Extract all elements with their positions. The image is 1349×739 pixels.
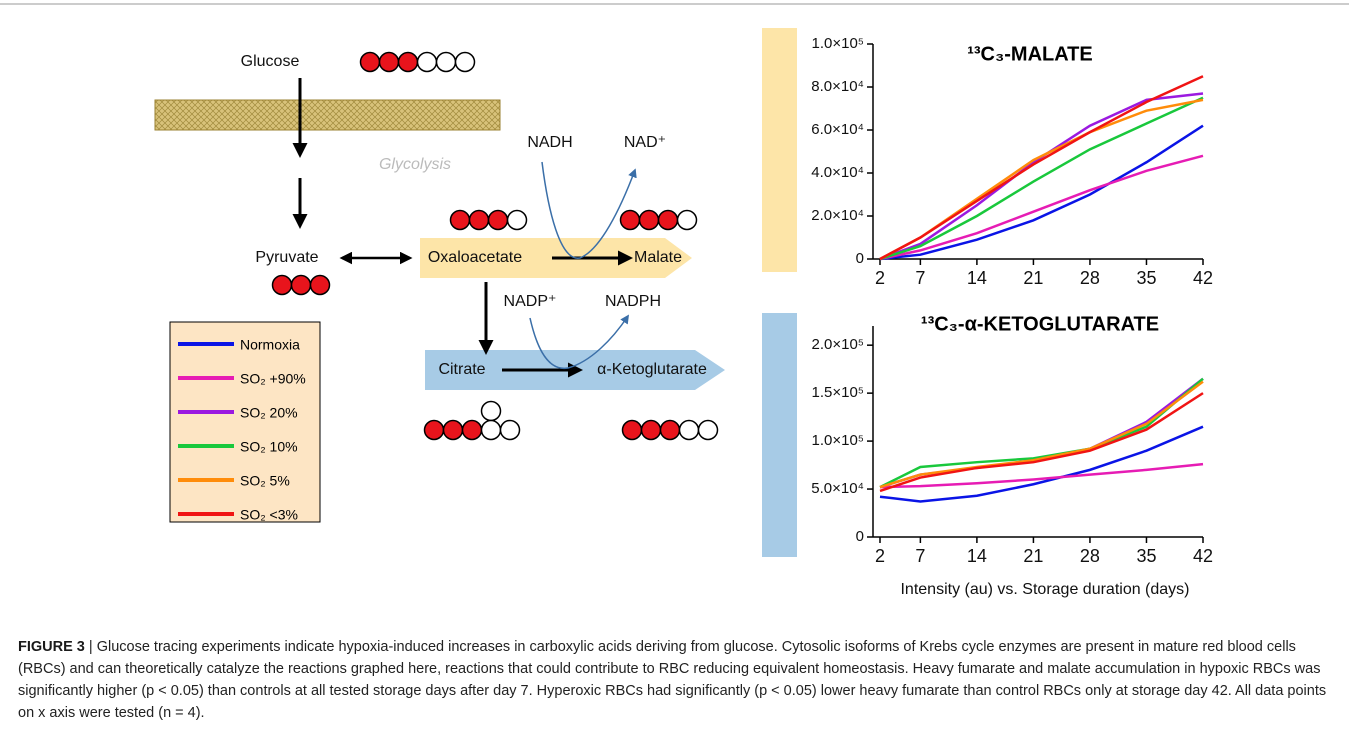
y-tick-label: 2.0×10⁵: [811, 336, 864, 353]
legend-label: Normoxia: [240, 337, 300, 353]
y-tick-label: 0: [856, 528, 864, 545]
metabolite-label: Glucose: [241, 53, 300, 70]
series-line: [879, 425, 1204, 503]
cofactor-label: NAD⁺: [624, 134, 666, 151]
y-tick-label: 1.0×10⁵: [811, 432, 864, 449]
series-line: [879, 462, 1204, 489]
legend-box: [169, 321, 321, 523]
akg-bar: [762, 313, 797, 557]
figure: Glucose Glycolysis Pyruvate Oxaloacetate…: [0, 3, 1349, 598]
metabolite-label: Citrate: [438, 361, 485, 378]
x-tick-label: 2: [875, 546, 885, 566]
series-line: [879, 96, 1204, 261]
y-tick-label: 0: [856, 250, 864, 267]
cofactor-label: NADPH: [605, 293, 661, 310]
x-tick-label: 21: [1023, 268, 1043, 288]
x-tick-label: 7: [915, 268, 925, 288]
x-tick-label: 28: [1080, 268, 1100, 288]
series-line: [879, 98, 1204, 261]
y-tick-label: 1.0×10⁵: [811, 35, 864, 52]
series-line: [879, 377, 1204, 489]
x-tick-label: 35: [1136, 268, 1156, 288]
cofactor-arrow: [541, 161, 637, 259]
caption: FIGURE 3 | Glucose tracing experiments i…: [18, 636, 1330, 724]
legend-label: SO₂ 5%: [240, 473, 290, 489]
y-tick-label: 1.5×10⁵: [811, 384, 864, 401]
x-tick-label: 2: [875, 268, 885, 288]
metabolite-label: α-Ketoglutarate: [597, 361, 707, 378]
membrane-hatch: [154, 99, 501, 131]
chart-title: ¹³C₃-MALATE: [967, 43, 1093, 65]
x-axis-title: Intensity (au) vs. Storage duration (day…: [900, 581, 1189, 598]
series-line: [879, 380, 1204, 489]
legend-label: SO₂ 20%: [240, 405, 298, 421]
x-tick-label: 42: [1193, 546, 1213, 566]
series-line: [879, 124, 1204, 261]
y-tick-label: 5.0×10⁴: [811, 480, 864, 497]
y-tick-label: 4.0×10⁴: [811, 164, 864, 181]
x-tick-label: 28: [1080, 546, 1100, 566]
x-tick-label: 21: [1023, 546, 1043, 566]
cofactor-arrow: [529, 314, 629, 369]
pathway-label: Glycolysis: [379, 156, 451, 173]
y-tick-label: 6.0×10⁴: [811, 121, 864, 138]
y-tick-label: 8.0×10⁴: [811, 78, 864, 95]
legend-label: SO₂ +90%: [240, 371, 306, 387]
x-tick-label: 35: [1136, 546, 1156, 566]
series-line: [879, 392, 1204, 493]
chart-title: ¹³C₃-α-KETOGLUTARATE: [921, 313, 1159, 335]
x-tick-label: 7: [915, 546, 925, 566]
cofactor-label: NADP⁺: [504, 293, 557, 310]
series-line: [879, 377, 1204, 489]
x-tick-label: 14: [967, 546, 987, 566]
series-line: [879, 75, 1204, 261]
caption-text: | Glucose tracing experiments indicate h…: [18, 639, 1327, 721]
carbon-atoms: [271, 51, 719, 441]
series-line: [879, 154, 1204, 261]
y-tick-label: 2.0×10⁴: [811, 207, 864, 224]
metabolite-label: Oxaloacetate: [428, 249, 522, 266]
x-tick-label: 14: [967, 268, 987, 288]
x-tick-label: 42: [1193, 268, 1213, 288]
malate-bar: [762, 28, 797, 272]
metabolite-label: Pyruvate: [255, 249, 318, 266]
legend-label: SO₂ <3%: [240, 507, 298, 523]
metabolite-label: Malate: [634, 249, 682, 266]
series-line: [879, 92, 1204, 261]
caption-label: FIGURE 3: [18, 639, 85, 655]
legend-label: SO₂ 10%: [240, 439, 298, 455]
cofactor-label: NADH: [527, 134, 572, 151]
